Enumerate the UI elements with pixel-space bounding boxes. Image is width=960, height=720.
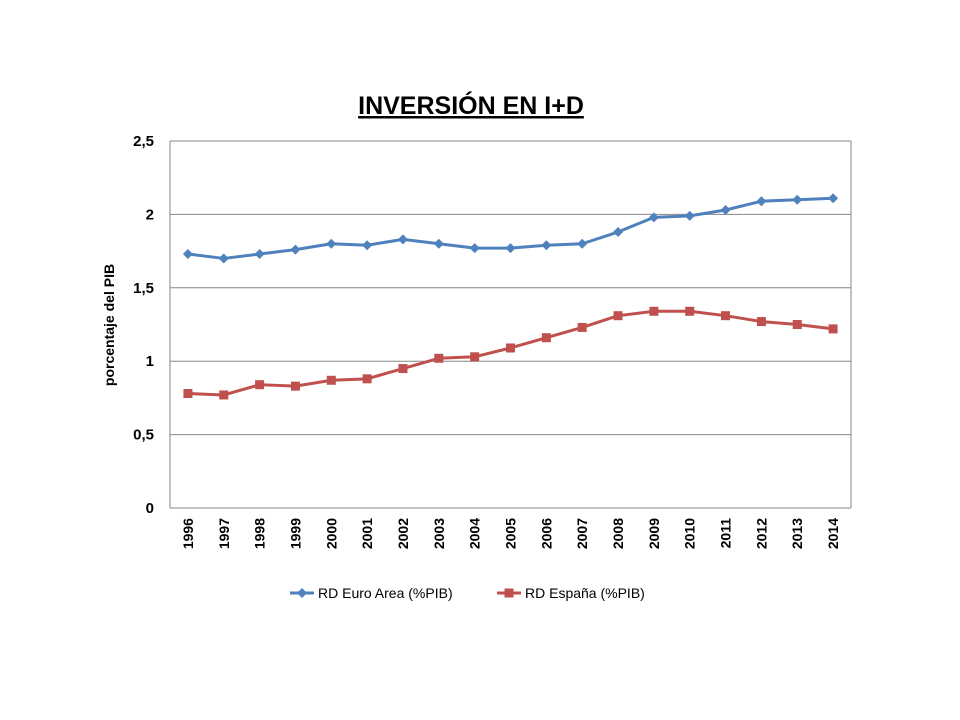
data-point [254, 249, 265, 260]
data-point [792, 194, 803, 205]
chart-title: INVERSIÓN EN I+D [358, 90, 584, 120]
y-tick-label: 1,5 [133, 280, 154, 297]
data-point [470, 352, 480, 362]
legend-label: RD España (%PIB) [525, 585, 645, 601]
legend-marker [297, 588, 307, 598]
y-axis-label: porcentaje del PIB [101, 264, 117, 386]
data-point [398, 364, 408, 374]
data-point [469, 243, 480, 254]
x-axis-ticks: 1996 1997 1998 1999 2000 2001 2002 2003 2004 2005… [180, 518, 841, 549]
data-point [505, 243, 516, 254]
legend-item: RD España (%PIB) [497, 585, 645, 601]
data-point [828, 324, 838, 334]
x-tick-label: 2013 [789, 518, 805, 549]
x-tick-label: 2005 [503, 518, 519, 549]
x-tick-label: 1997 [216, 518, 232, 549]
gridlines [169, 140, 852, 509]
data-point [183, 388, 193, 398]
series-1 [182, 193, 839, 264]
data-point [326, 238, 337, 249]
y-tick-label: 1 [146, 353, 154, 370]
series-group [182, 193, 839, 400]
data-point [326, 375, 336, 385]
data-point [613, 311, 623, 321]
data-point [828, 193, 839, 204]
data-point [756, 317, 766, 327]
y-tick-label: 0,5 [133, 427, 154, 444]
legend-item: RD Euro Area (%PIB) [290, 585, 453, 601]
series-2 [183, 306, 838, 400]
data-point [721, 311, 731, 321]
x-tick-label: 1998 [252, 518, 268, 549]
x-tick-label: 1996 [180, 518, 196, 549]
legend-marker [504, 588, 514, 598]
data-point [255, 380, 265, 390]
y-axis-ticks: 0 0,5 1 1,5 2 2,5 [133, 133, 154, 517]
x-tick-label: 2011 [718, 518, 734, 549]
x-tick-label: 2006 [538, 518, 554, 549]
x-tick-label: 2002 [395, 518, 411, 549]
data-point [362, 240, 373, 251]
x-tick-label: 2014 [825, 518, 841, 549]
data-point [362, 374, 372, 384]
x-tick-label: 2012 [753, 518, 769, 549]
data-point [434, 353, 444, 363]
data-point [541, 333, 551, 343]
data-point [433, 238, 444, 249]
x-tick-label: 2007 [574, 518, 590, 549]
legend: RD Euro Area (%PIB) RD España (%PIB) [290, 585, 645, 601]
data-point [577, 322, 587, 332]
data-point [219, 390, 229, 400]
y-tick-label: 0 [146, 500, 154, 517]
x-tick-label: 2004 [467, 518, 483, 549]
data-point [613, 227, 624, 238]
data-point [541, 240, 552, 251]
data-point [648, 212, 659, 223]
data-point [182, 249, 193, 260]
data-point [577, 238, 588, 249]
x-tick-label: 1999 [287, 518, 303, 549]
data-point [506, 343, 515, 353]
data-point [218, 253, 229, 264]
data-point [397, 234, 408, 245]
x-tick-label: 2000 [323, 518, 339, 549]
data-point [649, 306, 659, 316]
y-tick-label: 2 [146, 206, 154, 223]
x-tick-label: 2001 [359, 518, 375, 549]
x-tick-label: 2009 [646, 518, 662, 549]
data-point [756, 196, 767, 207]
legend-label: RD Euro Area (%PIB) [318, 585, 453, 601]
data-point [290, 244, 301, 255]
x-tick-label: 2010 [682, 518, 698, 549]
data-point [684, 210, 695, 221]
data-point [792, 320, 802, 329]
data-point [685, 306, 695, 316]
data-point [290, 381, 300, 391]
y-tick-label: 2,5 [133, 133, 154, 150]
data-point [720, 204, 731, 215]
x-tick-label: 2003 [431, 518, 447, 549]
x-tick-label: 2008 [610, 518, 626, 549]
series-line [187, 309, 834, 397]
